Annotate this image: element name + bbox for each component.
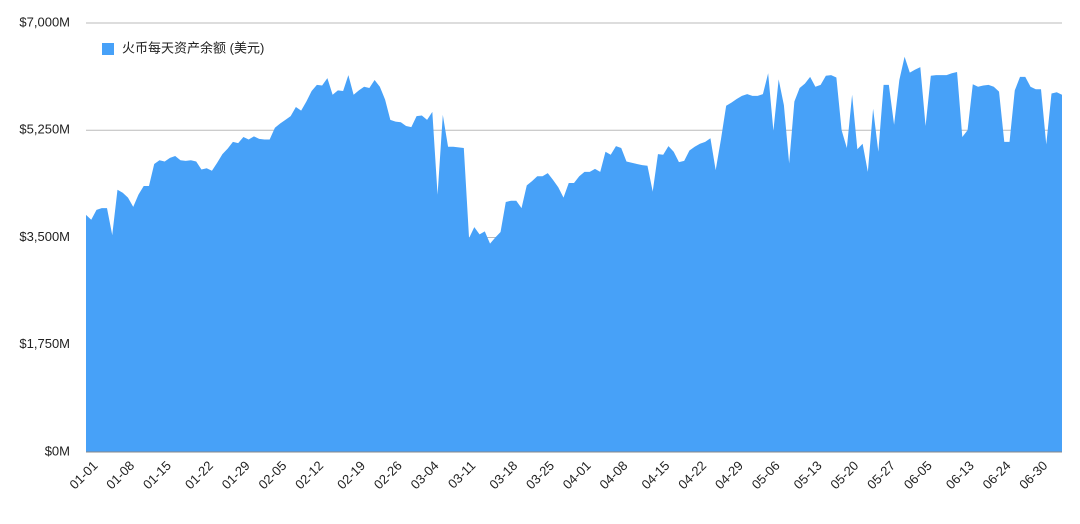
- x-tick-label: 03-11: [445, 458, 478, 491]
- x-tick-label: 02-12: [292, 458, 326, 492]
- x-tick-label: 05-20: [827, 458, 861, 492]
- area: [86, 56, 1062, 452]
- x-tick-label: 02-19: [334, 458, 368, 492]
- x-tick-label: 04-15: [638, 458, 672, 492]
- x-tick-label: 03-18: [486, 458, 520, 492]
- x-tick-label: 06-05: [901, 458, 935, 492]
- x-tick-label: 01-01: [66, 458, 100, 492]
- y-tick-label: $7,000M: [19, 14, 70, 29]
- x-tick-label: 06-13: [943, 458, 977, 492]
- y-tick-label: $0M: [45, 443, 70, 458]
- x-tick-label: 01-29: [219, 458, 253, 492]
- legend-swatch: [102, 43, 114, 55]
- x-tick-label: 01-08: [103, 458, 137, 492]
- x-tick-label: 04-08: [596, 458, 630, 492]
- x-tick-label: 05-27: [864, 458, 898, 492]
- x-tick-label: 01-22: [182, 458, 216, 492]
- x-tick-label: 02-26: [371, 458, 405, 492]
- y-tick-label: $1,750M: [19, 336, 70, 351]
- x-tick-label: 02-05: [255, 458, 289, 492]
- x-tick-label: 06-30: [1016, 458, 1050, 492]
- x-tick-label: 04-01: [560, 458, 594, 492]
- x-tick-label: 03-25: [523, 458, 557, 492]
- x-tick-label: 01-15: [140, 458, 174, 492]
- legend-label: 火币每天资产余额 (美元): [122, 40, 264, 55]
- x-tick-label: 03-04: [408, 458, 442, 492]
- y-tick-label: $5,250M: [19, 122, 70, 137]
- y-tick-label: $3,500M: [19, 229, 70, 244]
- x-tick-label: 05-13: [791, 458, 825, 492]
- x-tick-label: 04-29: [712, 458, 746, 492]
- x-tick-label: 04-22: [675, 458, 709, 492]
- x-tick-label: 05-06: [749, 458, 783, 492]
- x-tick-label: 06-24: [979, 458, 1013, 492]
